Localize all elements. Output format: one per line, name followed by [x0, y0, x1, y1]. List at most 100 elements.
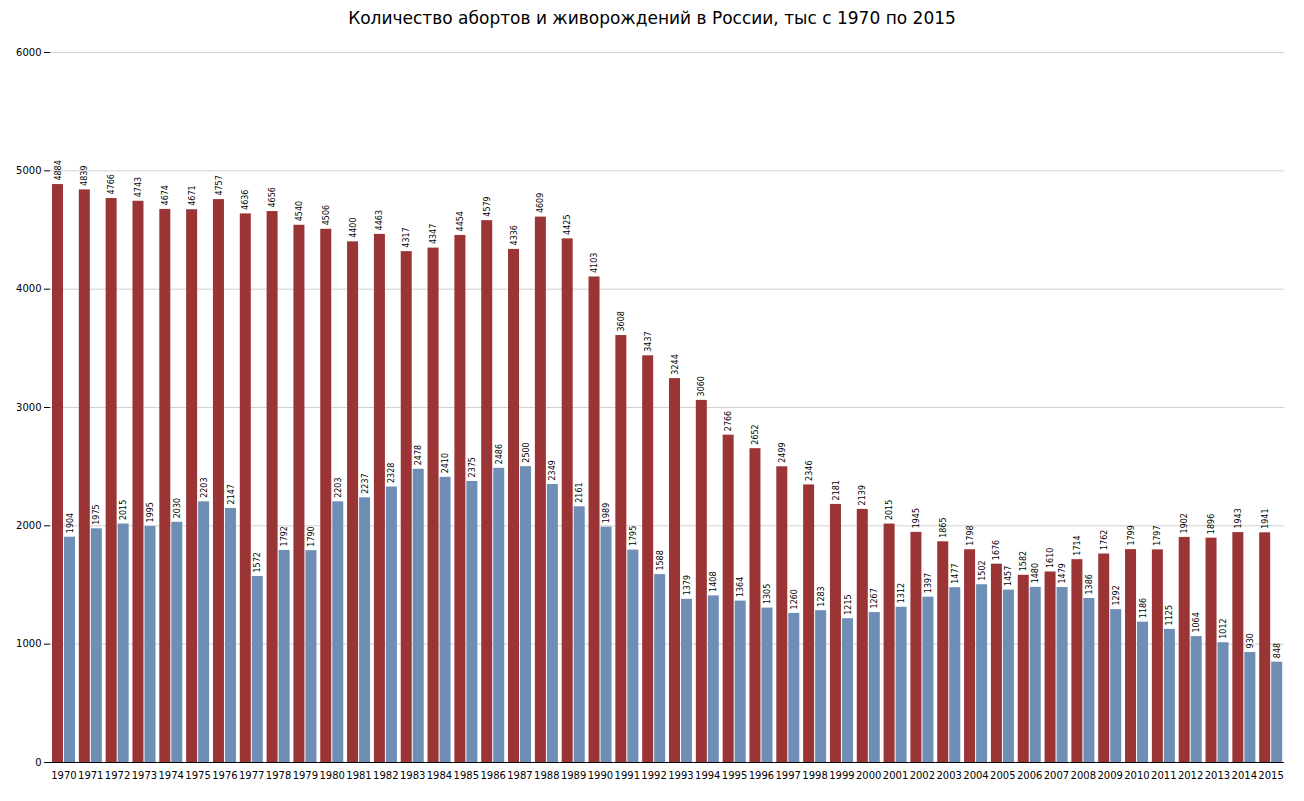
svg-text:1995: 1995 [146, 502, 155, 522]
svg-text:1792: 1792 [280, 526, 289, 546]
svg-text:2346: 2346 [805, 461, 814, 481]
svg-text:2486: 2486 [495, 444, 504, 464]
svg-text:4000: 4000 [16, 283, 41, 294]
svg-text:1379: 1379 [683, 575, 692, 595]
svg-text:1945: 1945 [912, 508, 921, 528]
svg-text:3000: 3000 [16, 402, 41, 413]
svg-text:1312: 1312 [897, 583, 906, 603]
svg-text:1502: 1502 [978, 560, 987, 580]
svg-text:1267: 1267 [870, 588, 879, 608]
svg-text:1582: 1582 [1019, 551, 1028, 571]
svg-text:4674: 4674 [161, 185, 170, 205]
svg-text:4463: 4463 [375, 210, 384, 230]
svg-text:2161: 2161 [575, 482, 584, 502]
svg-text:4425: 4425 [563, 215, 572, 235]
svg-text:1397: 1397 [924, 573, 933, 593]
svg-text:1714: 1714 [1073, 535, 1082, 555]
svg-text:848: 848 [1273, 643, 1282, 658]
svg-text:2007: 2007 [1044, 770, 1069, 781]
svg-text:1000: 1000 [16, 638, 41, 649]
svg-text:1215: 1215 [844, 594, 853, 614]
svg-text:1976: 1976 [212, 770, 237, 781]
svg-text:1904: 1904 [66, 513, 75, 533]
svg-text:4839: 4839 [80, 166, 89, 186]
svg-text:3060: 3060 [697, 376, 706, 396]
svg-text:1989: 1989 [602, 503, 611, 523]
svg-text:4506: 4506 [322, 205, 331, 225]
svg-text:4317: 4317 [402, 227, 411, 247]
svg-text:2349: 2349 [548, 460, 557, 480]
svg-text:2766: 2766 [724, 411, 733, 431]
svg-text:4400: 4400 [349, 217, 358, 237]
svg-text:1260: 1260 [790, 589, 799, 609]
svg-text:1572: 1572 [253, 552, 262, 572]
svg-text:4609: 4609 [536, 193, 545, 213]
svg-text:2030: 2030 [173, 498, 182, 518]
svg-text:1480: 1480 [1031, 563, 1040, 583]
svg-text:2015: 2015 [1258, 770, 1283, 781]
svg-text:3608: 3608 [617, 311, 626, 331]
svg-text:0: 0 [35, 757, 41, 768]
svg-text:1305: 1305 [763, 584, 772, 604]
svg-text:1987: 1987 [507, 770, 532, 781]
svg-text:1978: 1978 [266, 770, 291, 781]
svg-text:2008: 2008 [1071, 770, 1096, 781]
svg-text:4103: 4103 [590, 253, 599, 273]
svg-text:2001: 2001 [883, 770, 908, 781]
svg-text:2005: 2005 [990, 770, 1015, 781]
svg-text:1997: 1997 [775, 770, 800, 781]
svg-text:2147: 2147 [227, 484, 236, 504]
svg-text:2006: 2006 [1017, 770, 1042, 781]
svg-text:2328: 2328 [387, 463, 396, 483]
svg-text:2002: 2002 [910, 770, 935, 781]
svg-text:2014: 2014 [1232, 770, 1257, 781]
svg-text:4743: 4743 [134, 177, 143, 197]
svg-text:1292: 1292 [1112, 585, 1121, 605]
svg-text:1477: 1477 [951, 563, 960, 583]
svg-text:1902: 1902 [1180, 513, 1189, 533]
svg-text:3437: 3437 [644, 331, 653, 351]
svg-text:4347: 4347 [429, 224, 438, 244]
svg-text:1981: 1981 [346, 770, 371, 781]
svg-text:2010: 2010 [1124, 770, 1149, 781]
svg-text:2478: 2478 [414, 445, 423, 465]
svg-text:2003: 2003 [936, 770, 961, 781]
svg-text:2203: 2203 [200, 477, 209, 497]
svg-text:1994: 1994 [695, 770, 720, 781]
svg-text:1985: 1985 [454, 770, 479, 781]
svg-text:4757: 4757 [215, 175, 224, 195]
svg-text:1588: 1588 [656, 550, 665, 570]
svg-text:1064: 1064 [1192, 612, 1201, 632]
svg-text:1798: 1798 [966, 525, 975, 545]
svg-text:1982: 1982 [373, 770, 398, 781]
svg-text:1999: 1999 [829, 770, 854, 781]
svg-text:1012: 1012 [1219, 618, 1228, 638]
svg-text:1865: 1865 [939, 517, 948, 537]
svg-text:1996: 1996 [749, 770, 774, 781]
svg-text:1986: 1986 [480, 770, 505, 781]
svg-text:2203: 2203 [334, 477, 343, 497]
svg-text:4671: 4671 [188, 185, 197, 205]
svg-text:1975: 1975 [92, 504, 101, 524]
svg-text:1998: 1998 [802, 770, 827, 781]
svg-text:3244: 3244 [671, 354, 680, 374]
svg-text:4884: 4884 [54, 160, 63, 180]
svg-text:1125: 1125 [1165, 605, 1174, 625]
svg-text:4540: 4540 [295, 201, 304, 221]
svg-text:1386: 1386 [1085, 574, 1094, 594]
svg-text:6000: 6000 [16, 47, 41, 58]
svg-text:2009: 2009 [1097, 770, 1122, 781]
svg-text:1973: 1973 [132, 770, 157, 781]
svg-text:1408: 1408 [709, 572, 718, 592]
svg-text:1990: 1990 [588, 770, 613, 781]
svg-text:1762: 1762 [1100, 530, 1109, 550]
svg-text:1975: 1975 [185, 770, 210, 781]
svg-text:930: 930 [1246, 633, 1255, 648]
svg-text:1971: 1971 [78, 770, 103, 781]
svg-text:1941: 1941 [1261, 508, 1270, 528]
svg-text:1995: 1995 [722, 770, 747, 781]
svg-text:1993: 1993 [668, 770, 693, 781]
svg-text:1983: 1983 [400, 770, 425, 781]
svg-text:4766: 4766 [107, 174, 116, 194]
svg-text:1992: 1992 [641, 770, 666, 781]
